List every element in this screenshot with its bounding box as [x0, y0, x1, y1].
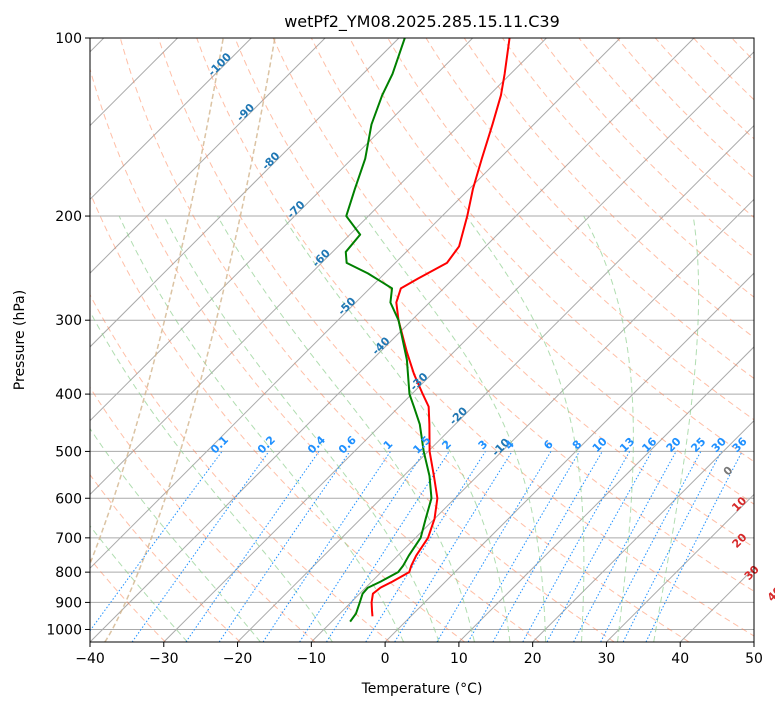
dry-adiabat-line [90, 386, 316, 642]
dry-adiabat-line [425, 38, 754, 380]
isotherm-line [384, 272, 754, 642]
y-tick-label: 900 [55, 595, 82, 611]
moist-adiabat-label: 40 [765, 584, 775, 604]
dry-adiabat-line [196, 38, 754, 637]
dry-adiabat-line [349, 38, 754, 463]
y-tick-label: 100 [55, 31, 82, 47]
y-tick-label: 600 [55, 491, 82, 507]
x-tick-label: −40 [75, 651, 105, 667]
y-tick-label: 1000 [46, 622, 82, 638]
mixing-ratio-line [546, 451, 653, 642]
mixing-ratio-line [185, 451, 320, 642]
mixing-ratio-line [622, 451, 722, 642]
mixing-ratio-line [131, 451, 270, 642]
x-tick-label: 10 [450, 651, 468, 667]
isotherm-line [310, 198, 754, 642]
mixing-ratio-line [326, 451, 450, 642]
moist-adiabat-line [90, 310, 333, 642]
isotherm-line [458, 346, 754, 642]
moist-adiabat-line [217, 215, 475, 642]
mixing-ratio-line [645, 451, 743, 642]
dry-adiabat-line [90, 191, 465, 642]
moist-adiabat-line [163, 215, 440, 642]
dry-adiabat-line [272, 38, 754, 548]
y-tick-label: 300 [55, 313, 82, 329]
moist-adiabat-line [653, 215, 700, 642]
isotherm-line [90, 38, 326, 274]
x-tick-label: −10 [297, 651, 327, 667]
temperature-profile-line [370, 38, 511, 617]
isotherm-line [237, 124, 754, 642]
dewpoint-profile-line [344, 38, 433, 623]
isotherm-line [90, 38, 252, 201]
moist-adiabat-line [364, 215, 547, 642]
mixing-ratio-line [600, 451, 702, 642]
isotherm-line [163, 51, 754, 642]
x-tick-label: 20 [524, 651, 542, 667]
dry-adiabat-line [387, 38, 754, 421]
isotherm-line [90, 38, 474, 422]
dry-adiabat-line [502, 38, 754, 298]
y-tick-label: 400 [55, 387, 82, 403]
y-tick-label: 200 [55, 209, 82, 225]
isotherm-line [606, 493, 754, 642]
mixing-ratio-line [573, 451, 677, 642]
background-lines [90, 38, 754, 642]
x-axis-label: Temperature (°C) [361, 681, 483, 697]
x-tick-label: 40 [671, 651, 689, 667]
isotherm-line [532, 419, 754, 642]
mixing-ratio-line [365, 451, 486, 642]
mixing-ratio-line [467, 451, 580, 642]
y-tick-label: 800 [55, 565, 82, 581]
y-tick-label: 700 [55, 531, 82, 547]
x-tick-label: −20 [223, 651, 253, 667]
plot-frame [89, 37, 755, 643]
mixing-ratio-line [299, 451, 425, 642]
dry-adiabat-line [90, 473, 241, 642]
isotherm-line [90, 38, 695, 642]
moist-adiabat-line [282, 215, 511, 642]
dry-adiabat-line [90, 67, 540, 642]
y-axis-label: Pressure (hPa) [12, 290, 28, 390]
dry-adiabat-line [234, 38, 754, 592]
x-tick-label: −30 [149, 651, 179, 667]
mixing-ratio-line [90, 451, 223, 632]
moist-adiabat-line [118, 215, 405, 642]
moist-adiabat-line [465, 215, 585, 642]
data-series [344, 38, 511, 623]
moist-adiabat-line [583, 215, 634, 642]
chart-title: wetPf2_YM08.2025.285.15.11.C39 [284, 12, 560, 32]
moist-adiabat-line [90, 427, 261, 642]
mixing-ratio-line [492, 451, 603, 642]
dry-adiabat-line [90, 293, 391, 642]
dry-adiabat-line [119, 38, 615, 642]
mixing-ratio-line [522, 451, 631, 642]
y-tick-label: 500 [55, 444, 82, 460]
dry-adiabat-line [158, 38, 690, 642]
x-tick-label: 50 [745, 651, 763, 667]
x-axis: −40 −30 −20 −10 0 10 20 30 40 50 [75, 642, 763, 667]
dry-adiabat-line [540, 38, 754, 258]
y-axis: 100 200 300 400 500 600 700 800 900 1000 [46, 31, 90, 638]
isotherm-line [90, 38, 400, 348]
x-tick-label: 0 [381, 651, 390, 667]
mixing-ratio-line [394, 451, 513, 642]
x-tick-label: 30 [598, 651, 616, 667]
isotherm-line [90, 38, 621, 569]
isotherm-line [90, 38, 547, 496]
